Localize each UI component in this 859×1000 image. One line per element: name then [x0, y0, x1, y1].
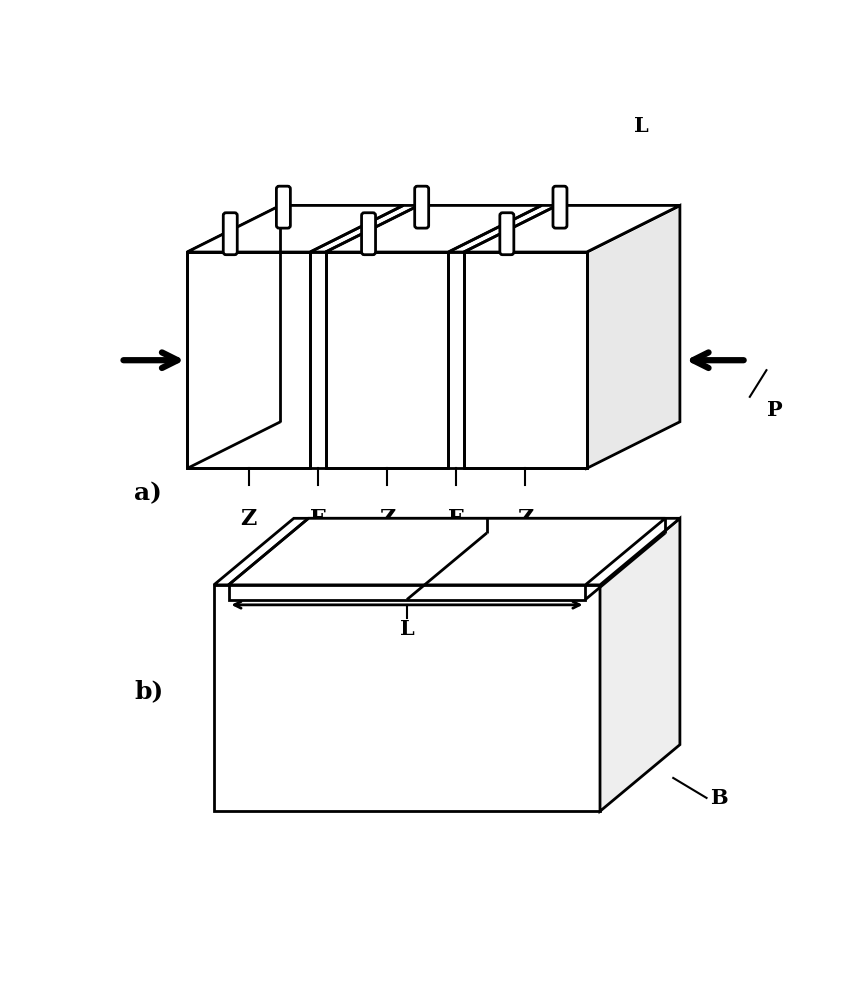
- Polygon shape: [214, 518, 680, 585]
- Polygon shape: [187, 252, 310, 468]
- Polygon shape: [187, 205, 680, 252]
- Text: P: P: [767, 400, 783, 420]
- Text: Z: Z: [241, 508, 257, 530]
- Text: B: B: [710, 788, 728, 808]
- Polygon shape: [600, 518, 680, 811]
- Polygon shape: [326, 205, 542, 252]
- Text: a): a): [134, 482, 161, 506]
- Polygon shape: [214, 585, 600, 811]
- Polygon shape: [228, 585, 585, 600]
- Text: F: F: [310, 508, 326, 530]
- FancyBboxPatch shape: [500, 213, 514, 255]
- Polygon shape: [464, 252, 587, 468]
- FancyBboxPatch shape: [362, 213, 375, 255]
- Text: L: L: [399, 619, 414, 639]
- Text: Z: Z: [517, 508, 533, 530]
- Polygon shape: [326, 252, 448, 468]
- FancyBboxPatch shape: [415, 186, 429, 228]
- Text: L: L: [634, 116, 649, 136]
- Text: F: F: [448, 508, 464, 530]
- Text: Z: Z: [379, 508, 395, 530]
- Polygon shape: [464, 205, 680, 252]
- Polygon shape: [228, 518, 665, 585]
- FancyBboxPatch shape: [223, 213, 237, 255]
- Polygon shape: [187, 205, 404, 252]
- Text: b): b): [134, 679, 163, 703]
- Polygon shape: [587, 205, 680, 468]
- FancyBboxPatch shape: [553, 186, 567, 228]
- FancyBboxPatch shape: [277, 186, 290, 228]
